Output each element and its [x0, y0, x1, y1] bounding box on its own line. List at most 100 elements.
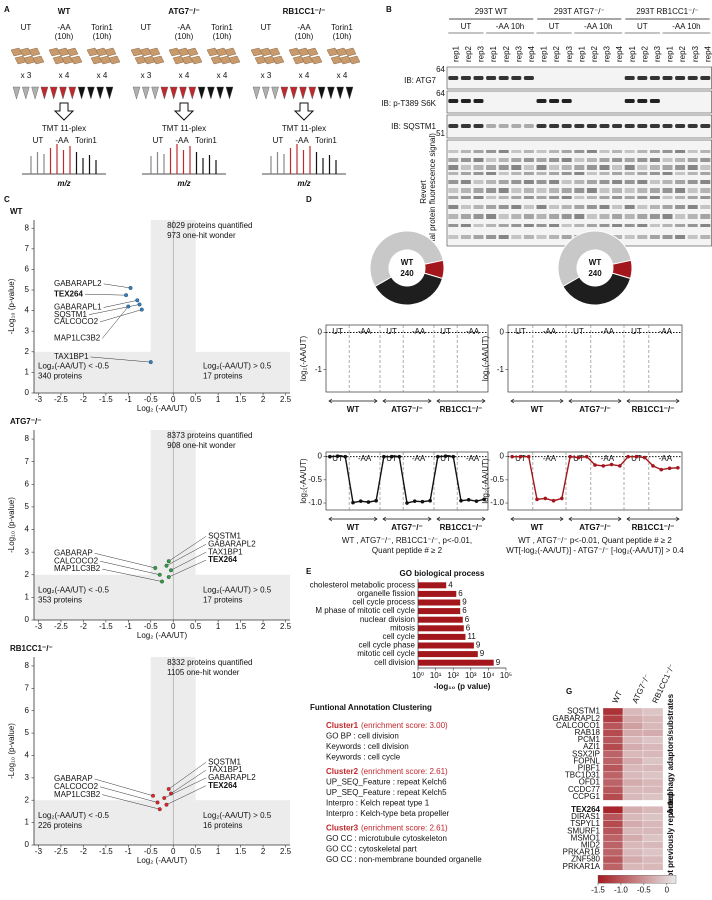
blot-band [586, 124, 597, 128]
revert-band [498, 172, 509, 175]
revert-band [448, 180, 459, 184]
y-tick-label: 8 [25, 223, 30, 232]
revert-band [637, 235, 648, 239]
revert-band [586, 158, 597, 162]
heatmap-cell [622, 722, 644, 730]
group-bracket [436, 516, 486, 522]
revert-band [473, 205, 484, 209]
revert-band [460, 158, 471, 162]
blot-band [460, 99, 471, 103]
cluster-term: Keywords : cell cycle [326, 753, 401, 762]
condition-label: -AA 10h [584, 22, 612, 31]
x-tick-label: -2 [80, 847, 88, 856]
revert-band [687, 165, 698, 170]
threshold-note: Log₂(-AA/UT) < -0.5 [38, 361, 109, 370]
revert-band [586, 196, 597, 199]
mw-marker: 51 [436, 129, 445, 138]
revert-band [624, 196, 635, 199]
profile-point [634, 454, 639, 459]
revert-band [687, 188, 698, 193]
revert-band [586, 150, 597, 153]
revert-band [637, 172, 648, 175]
heatmap-cell [642, 778, 664, 787]
threshold-note: 17 proteins [203, 596, 243, 605]
revert-band [574, 165, 585, 170]
y-tick-label: 0 [318, 452, 323, 461]
category-label: cell cycle [383, 632, 416, 641]
leader-line [168, 536, 207, 562]
revert-band [675, 158, 686, 162]
revert-band [448, 172, 459, 175]
profile-point [335, 454, 340, 458]
y-tick-label: 7 [25, 457, 30, 466]
heatmap-cell [642, 862, 664, 871]
revert-band [612, 188, 623, 193]
replicate-label: rep1 [666, 45, 675, 62]
revert-band [612, 172, 623, 175]
revert-band [624, 205, 635, 209]
condition-label: (10h) [55, 32, 74, 41]
colorbar [597, 875, 677, 884]
row-label: AZI1 [583, 742, 600, 751]
x-tick-label: 2.5 [280, 395, 292, 404]
blot-band [460, 124, 471, 128]
threshold-note: Log₂(-AA/UT) < -0.5 [38, 586, 109, 595]
revert-band [649, 235, 660, 239]
axis-label: m/z [57, 179, 70, 188]
heatmap-cell [602, 785, 624, 794]
revert-band [649, 172, 660, 175]
chart-title: GO biological process [400, 569, 485, 578]
profile-point [405, 501, 409, 505]
row-label: FOPNL [573, 756, 600, 765]
revert-band [473, 172, 484, 175]
caption: WT , ATG7⁻/⁻, RB1CC1⁻/⁻, p<-0.01, [342, 536, 472, 545]
profile-point [374, 498, 378, 503]
revert-band [700, 205, 711, 209]
group-bracket [510, 398, 564, 404]
panel-letter: C [4, 195, 10, 204]
revert-band [561, 150, 572, 153]
heatmap-cell [602, 750, 624, 758]
condition-label: Torin1 [91, 23, 113, 32]
blot-band [700, 124, 711, 128]
x-tick-label: 10³ [465, 671, 477, 680]
revert-band [523, 172, 534, 175]
revert-band [687, 224, 698, 227]
group-bracket [328, 516, 378, 522]
protein-label: CALCOCO2 [54, 782, 99, 791]
revert-band [574, 214, 585, 219]
x-tick-label: 2 [261, 622, 266, 631]
x-tick-label: -2.5 [54, 622, 68, 631]
revert-band [523, 235, 534, 239]
revert-band [612, 158, 623, 162]
panel-letter: A [4, 5, 10, 14]
condition-label: UT [386, 327, 397, 336]
sample-tube [188, 86, 197, 100]
y-tick-label: 0 [500, 452, 505, 461]
revert-band [473, 214, 484, 219]
x-tick-label: -1 [125, 622, 133, 631]
replicate-count: x 3 [21, 71, 32, 80]
cluster-term: GO BP : cell division [326, 732, 399, 741]
culture-dish [10, 47, 23, 57]
condition-label: -AA [659, 454, 673, 463]
threshold-note: Log₂(-AA/UT) > 0.5 [203, 811, 272, 820]
revert-band [687, 205, 698, 209]
plot-frame [507, 324, 683, 393]
y-tick-label: 3 [25, 773, 30, 782]
cluster-score: (enrichment score: 2.61) [361, 767, 448, 776]
sample-tube [197, 86, 206, 100]
revert-band [662, 196, 673, 199]
revert-band [675, 180, 686, 184]
revert-band [498, 150, 509, 153]
revert-band [549, 180, 560, 184]
panel-title: ATG7⁻/⁻ [10, 417, 41, 426]
x-tick-label: 2 [261, 847, 266, 856]
mw-marker: 64 [436, 65, 445, 74]
x-tick-label: 10⁰ [412, 671, 424, 680]
replicate-label: rep3 [653, 45, 662, 62]
sample-tube [105, 86, 114, 100]
sample-tube [262, 86, 270, 100]
revert-band [624, 235, 635, 239]
revert-band [511, 196, 522, 199]
